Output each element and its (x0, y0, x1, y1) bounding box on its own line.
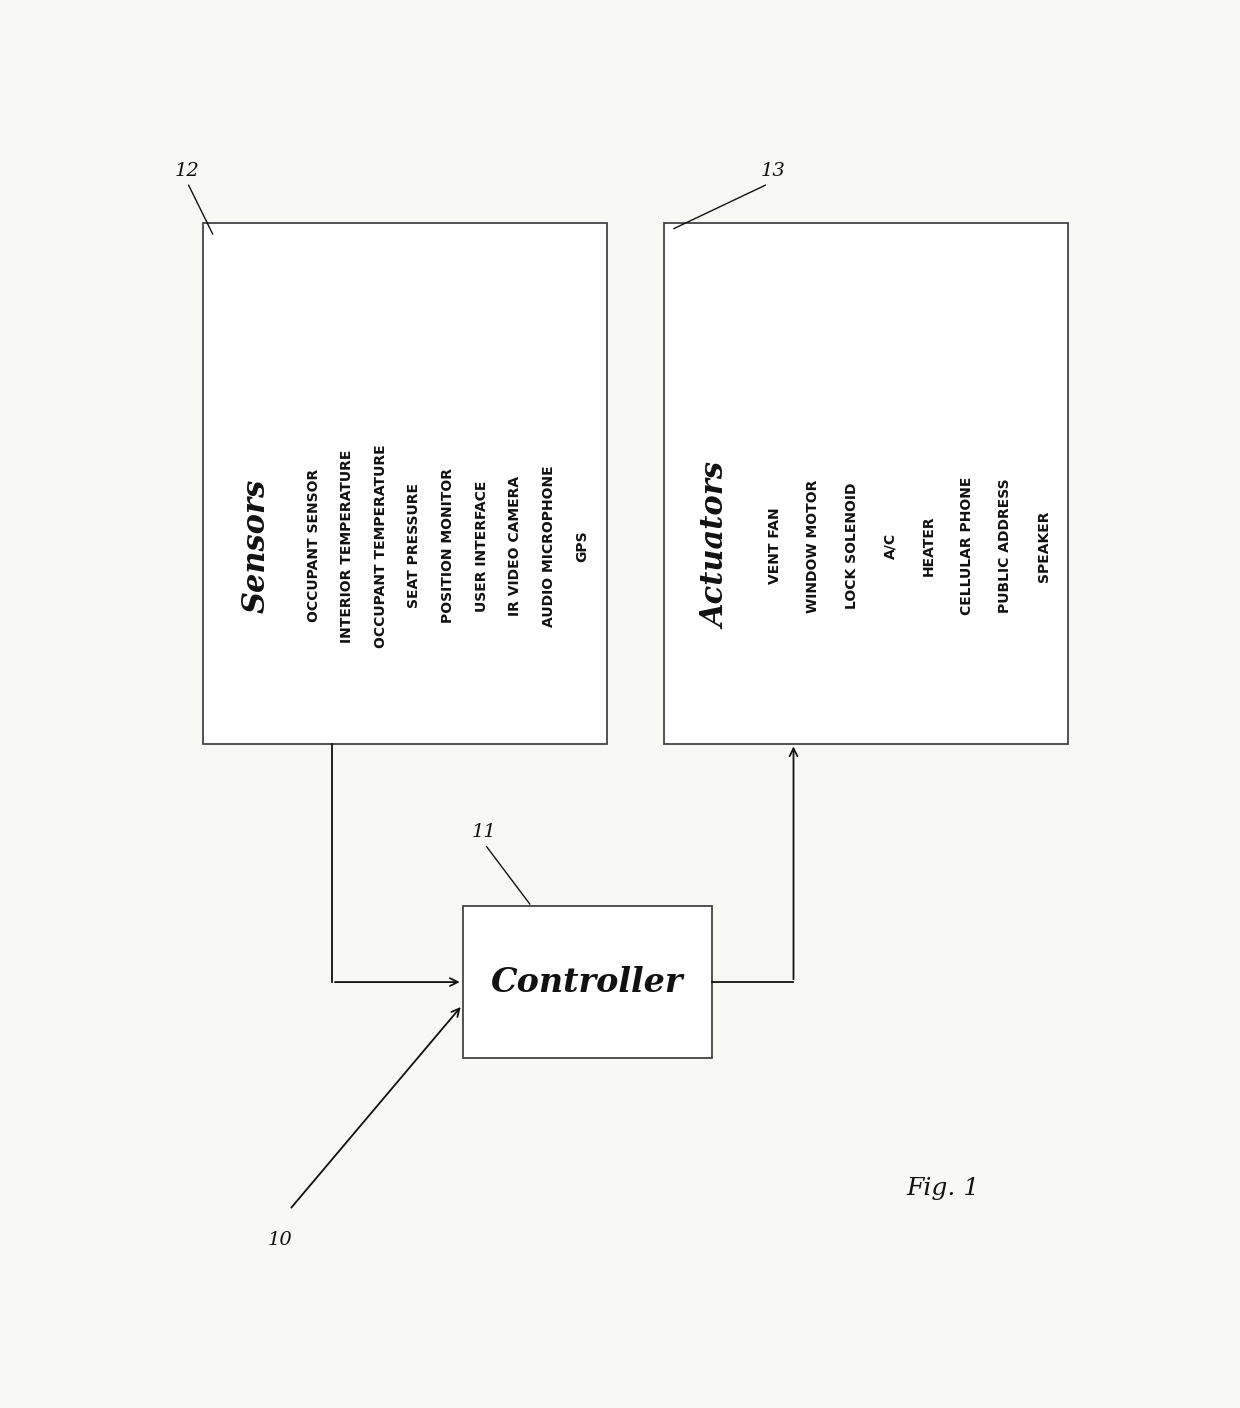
Text: GPS: GPS (575, 529, 590, 562)
Text: A/C: A/C (883, 532, 898, 559)
Text: CELLULAR PHONE: CELLULAR PHONE (960, 477, 975, 615)
Text: 10: 10 (268, 1232, 293, 1249)
Text: SPEAKER: SPEAKER (1037, 510, 1052, 582)
Text: Sensors: Sensors (241, 479, 272, 612)
Text: WINDOW MOTOR: WINDOW MOTOR (806, 479, 821, 612)
Text: IR VIDEO CAMERA: IR VIDEO CAMERA (508, 476, 522, 615)
Text: 12: 12 (174, 162, 198, 180)
Bar (203, 224, 606, 743)
Text: SEAT PRESSURE: SEAT PRESSURE (408, 483, 422, 608)
Text: OCCUPANT TEMPERATURE: OCCUPANT TEMPERATURE (373, 444, 388, 648)
Text: HEATER: HEATER (921, 515, 936, 576)
Text: AUDIO MICROPHONE: AUDIO MICROPHONE (542, 465, 556, 627)
Text: Actuators: Actuators (702, 463, 733, 629)
Text: PUBLIC ADDRESS: PUBLIC ADDRESS (998, 479, 1013, 612)
Text: POSITION MONITOR: POSITION MONITOR (441, 469, 455, 624)
Text: INTERIOR TEMPERATURE: INTERIOR TEMPERATURE (340, 449, 355, 642)
Text: 11: 11 (472, 824, 497, 841)
Text: Controller: Controller (491, 966, 683, 998)
Bar (665, 224, 1068, 743)
Text: 13: 13 (760, 162, 785, 180)
Text: VENT FAN: VENT FAN (768, 507, 782, 584)
Bar (463, 907, 713, 1057)
Text: Fig. 1: Fig. 1 (906, 1177, 980, 1200)
Text: USER INTERFACE: USER INTERFACE (475, 480, 489, 611)
Text: OCCUPANT SENSOR: OCCUPANT SENSOR (306, 469, 321, 622)
Text: LOCK SOLENOID: LOCK SOLENOID (844, 483, 859, 610)
